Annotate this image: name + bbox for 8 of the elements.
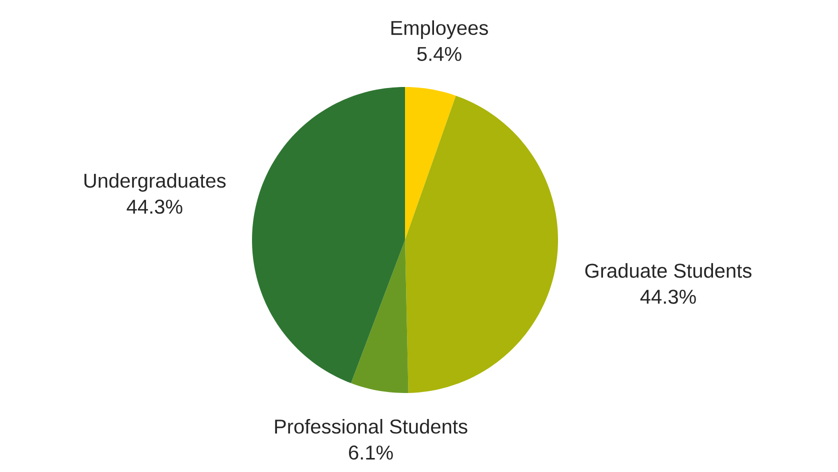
data-label: 44.3% [126, 200, 182, 214]
data-label: 6.1% [349, 446, 393, 460]
slice-label: Professional Students [275, 418, 468, 434]
slice-label: Undergraduates [84, 173, 226, 192]
slice-label: Employees [391, 20, 488, 39]
data-label: 44.3% [640, 290, 696, 304]
slice-label: Graduate Students [585, 263, 752, 278]
data-label: 5.4% [417, 46, 462, 62]
